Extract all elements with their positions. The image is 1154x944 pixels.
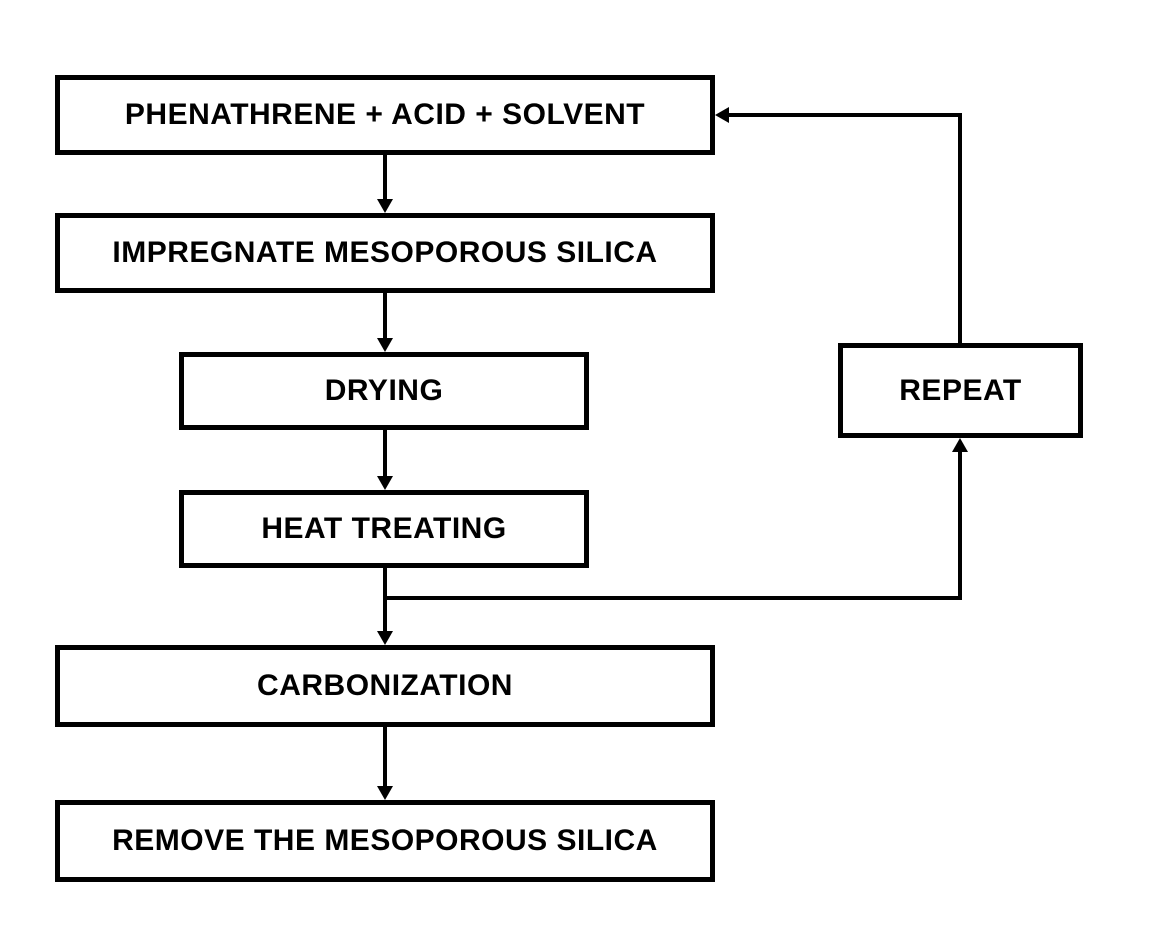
arrow-1-2-line: [383, 155, 387, 201]
node-label: CARBONIZATION: [257, 669, 513, 703]
arrow-3-4-head: [377, 476, 393, 490]
node-carbonization: CARBONIZATION: [55, 645, 715, 727]
arrow-4-5-head: [377, 631, 393, 645]
node-remove-silica: REMOVE THE MESOPOROUS SILICA: [55, 800, 715, 882]
loop-right-v-upper: [958, 113, 962, 343]
arrow-5-6-line: [383, 727, 387, 788]
loop-into-n1-head: [715, 107, 729, 123]
node-label: REMOVE THE MESOPOROUS SILICA: [112, 824, 658, 858]
node-phenathrene: PHENATHRENE + ACID + SOLVENT: [55, 75, 715, 155]
loop-into-repeat-head: [952, 438, 968, 452]
loop-bottom-h: [385, 596, 962, 600]
node-drying: DRYING: [179, 352, 589, 430]
node-label: IMPREGNATE MESOPOROUS SILICA: [112, 236, 657, 270]
node-label: DRYING: [325, 374, 444, 408]
loop-right-v-lower: [958, 450, 962, 600]
node-label: PHENATHRENE + ACID + SOLVENT: [125, 98, 645, 132]
arrow-1-2-head: [377, 199, 393, 213]
arrow-4-5-line: [383, 568, 387, 633]
arrow-2-3-line: [383, 293, 387, 340]
node-impregnate: IMPREGNATE MESOPOROUS SILICA: [55, 213, 715, 293]
arrow-5-6-head: [377, 786, 393, 800]
arrow-2-3-head: [377, 338, 393, 352]
node-label: HEAT TREATING: [261, 512, 506, 546]
node-heat-treating: HEAT TREATING: [179, 490, 589, 568]
loop-top-h: [727, 113, 962, 117]
node-label: REPEAT: [899, 374, 1021, 408]
node-repeat: REPEAT: [838, 343, 1083, 438]
arrow-3-4-line: [383, 430, 387, 478]
